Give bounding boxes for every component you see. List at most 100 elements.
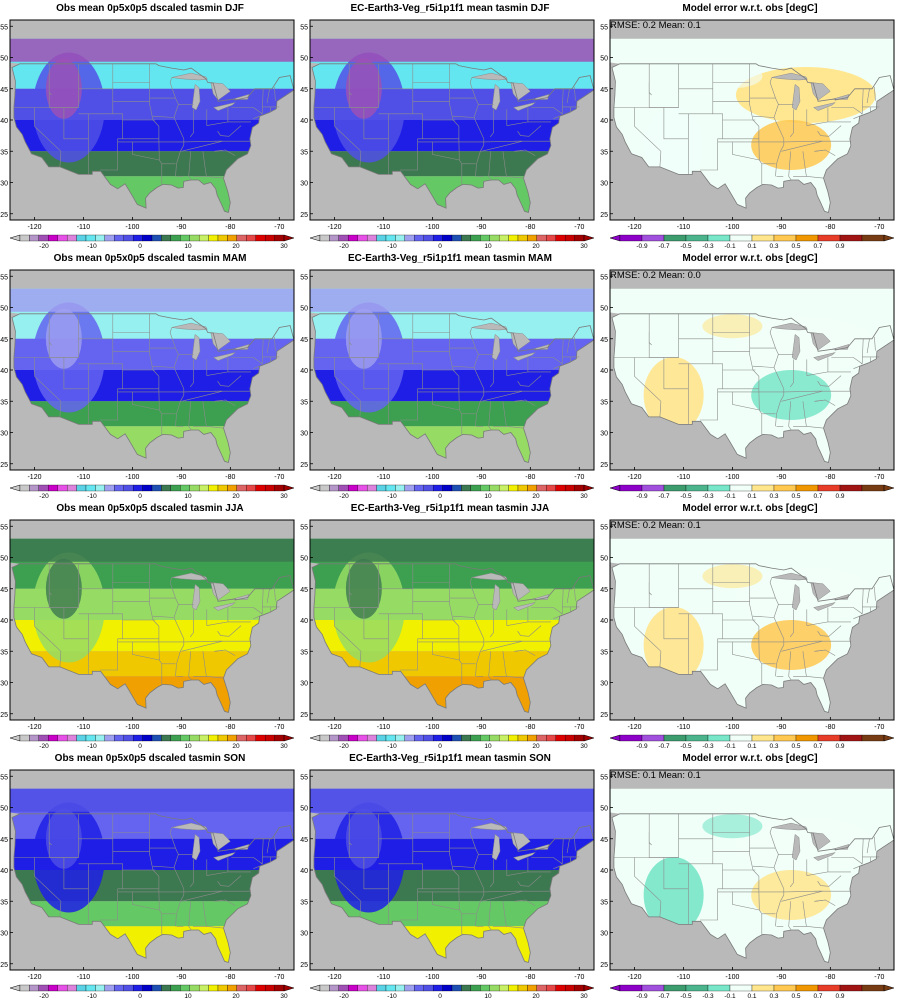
lat-tick-label: 35 [300,649,308,656]
state-border [188,151,192,181]
colorbar-segment [517,734,528,742]
lat-tick-label: 40 [600,868,608,875]
error-region [702,64,763,89]
lat-tick-label: 35 [0,649,8,656]
colorbar-segment [432,984,443,992]
colorbar-segment [132,234,143,242]
colorbar-segment [66,484,77,492]
state-border [48,332,52,346]
lon-tick-label: -100 [425,474,439,481]
lon-tick-label: -80 [225,974,235,981]
colorbar-label: 0 [138,743,142,750]
colorbar-segment [198,984,209,992]
colorbar-label: 20 [232,493,240,500]
state-border [659,401,662,417]
colorbar-segment [132,984,143,992]
lon-tick-label: -90 [176,724,186,731]
colorbar: -0.9 -0.7 -0.5 -0.3 -0.1 0.1 0.3 0.5 0.7 0.9 [609,234,895,250]
temperature-band [45,808,82,869]
state-border [59,901,62,917]
lon-tick-label: -110 [377,724,391,731]
state-border [517,625,542,637]
colorbar-segment [574,234,585,242]
lon-tick-label: -100 [725,224,739,231]
colorbar-segment [255,984,266,992]
colorbar-label: 0 [138,493,142,500]
colorbar-label: -0.7 [658,993,670,1000]
lon-tick-label: -70 [874,974,884,981]
lake [191,583,201,611]
lat-tick-label: 25 [600,462,608,469]
state-border [853,115,860,119]
colorbar-label: 10 [184,993,192,1000]
state-border [805,926,824,929]
country-border [11,63,294,214]
colorbar: -20 -10 0 10 20 30 [9,734,295,750]
lat-tick-label: 55 [600,774,608,781]
state-border [188,651,192,681]
state-border [566,838,570,854]
state-border [574,586,576,601]
colorbar-label: -10 [387,743,397,750]
colorbar-segment [357,734,368,742]
colorbar-segment [132,484,143,492]
panel-error-jja: Model error w.r.t. obs [degC] 25 30 35 40 45 5… [600,500,900,750]
lon-tick-label: -120 [27,724,41,731]
colorbar-segment [76,484,87,492]
colorbar-label: 0 [438,743,442,750]
state-border [205,926,224,929]
lon-tick-label: -110 [677,474,691,481]
colorbar-label: 0 [438,243,442,250]
state-border [793,151,807,177]
state-border [214,649,226,652]
colorbar-segment [546,984,556,992]
colorbar-segment [451,984,462,992]
lat-tick-label: 45 [300,87,308,94]
colorbar-segment [29,734,40,742]
lat-tick-label: 50 [0,806,8,813]
lon-tick-label: -90 [176,224,186,231]
colorbar-segment [376,734,387,742]
colorbar-segment [329,484,340,492]
colorbar-segment [442,984,453,992]
colorbar-segment [19,734,30,742]
state-border [469,828,485,927]
state-border [449,563,463,685]
colorbar-segment [123,984,134,992]
state-border [553,365,560,369]
state-border [749,813,763,935]
colorbar-label: 0 [138,993,142,1000]
temperature-band [310,788,594,812]
colorbar-label: 0.9 [835,243,844,250]
colorbar-segment [227,234,238,242]
state-border [531,107,563,115]
colorbar-arrow-left [609,234,621,242]
colorbar-segment [555,234,566,242]
colorbar-label: -0.1 [724,993,736,1000]
state-border [149,813,163,935]
state-border [817,125,842,137]
state-border [831,107,863,115]
state-border [48,832,52,846]
colorbar-segment [264,984,275,992]
lat-tick-label: 25 [600,712,608,719]
colorbar-segment [470,734,481,742]
lake [210,332,231,351]
state-border [853,365,860,369]
colorbar-segment [264,484,275,492]
colorbar-segment [404,484,415,492]
lake [813,102,836,111]
state-border [517,125,542,137]
state-border [793,401,807,427]
colorbar-segment [366,484,377,492]
colorbar-segment [95,484,106,492]
colorbar-segment [19,234,30,242]
colorbar-segment [329,234,340,242]
lat-tick-label: 25 [300,462,308,469]
colorbar-segment [751,734,775,742]
state-border [517,375,542,387]
state-border [217,375,242,387]
temperature-band [310,288,594,312]
